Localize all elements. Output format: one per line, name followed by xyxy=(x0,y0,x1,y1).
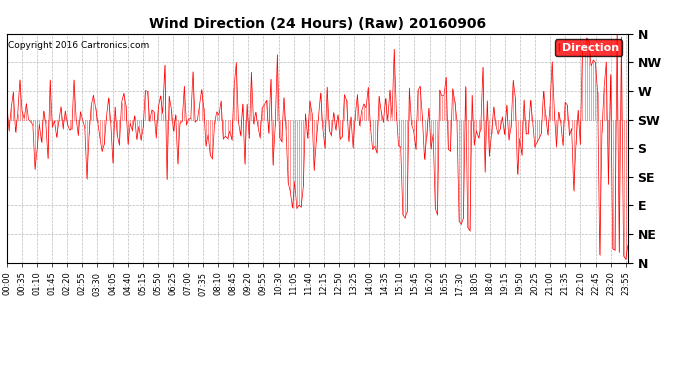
Legend: Direction: Direction xyxy=(555,39,622,56)
Title: Wind Direction (24 Hours) (Raw) 20160906: Wind Direction (24 Hours) (Raw) 20160906 xyxy=(149,17,486,31)
Text: Copyright 2016 Cartronics.com: Copyright 2016 Cartronics.com xyxy=(8,40,149,50)
